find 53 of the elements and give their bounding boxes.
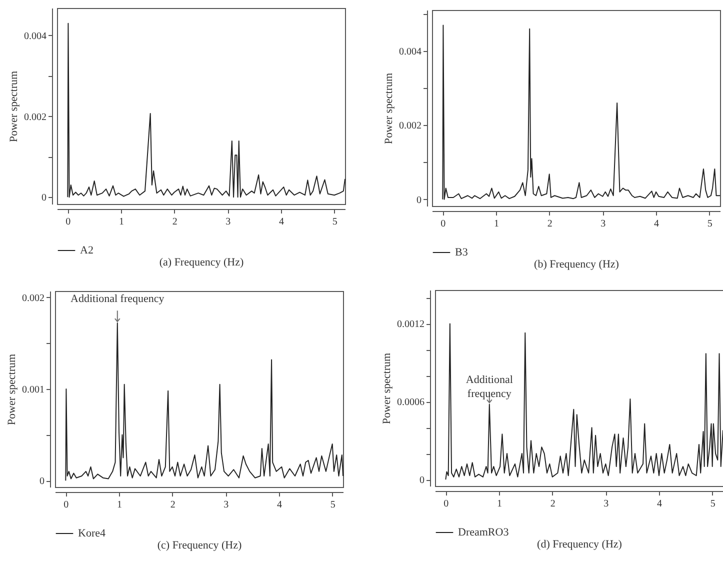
y-tick-label: 0.001 [22, 384, 44, 396]
x-tick-label: 3 [600, 218, 606, 230]
y-axis-title: Power spectrum [8, 70, 20, 142]
x-tick-label: 4 [277, 500, 282, 510]
y-axis-title: Power spectrum [381, 352, 393, 424]
annotation: Additional frequency [70, 293, 165, 306]
y-tick-label: 0 [420, 475, 424, 486]
x-tick-label: 5 [332, 216, 338, 228]
line-series [442, 24, 720, 200]
x-tick-label: 2 [550, 498, 556, 510]
y-axis-title: Power spectrum [6, 353, 18, 426]
legend-label: B3 [455, 246, 468, 258]
x-tick-label: 3 [224, 500, 229, 510]
legend-label: Kore4 [78, 528, 106, 540]
x-tick-label: 0 [444, 498, 449, 510]
x-tick-label: 1 [119, 216, 124, 228]
y-tick-label: 0 [40, 476, 44, 488]
x-tick-label: 2 [172, 216, 178, 228]
x-axis-title: (a) Frequency (Hz) [159, 256, 244, 268]
x-tick-label: 1 [497, 498, 502, 510]
x-axis-title: (d) Frequency (Hz) [537, 538, 622, 550]
line-series [445, 323, 723, 480]
y-axis-title: Power spectrum [383, 72, 395, 144]
y-tick-label: 0.002 [399, 120, 422, 132]
y-tick-label: 0 [416, 194, 422, 206]
x-tick-label: 0 [440, 218, 446, 230]
legend-label: A2 [80, 244, 94, 256]
y-tick-label: 0.004 [24, 30, 46, 42]
x-tick-label: 0 [64, 500, 69, 510]
y-tick-label: 0.004 [399, 46, 422, 58]
x-tick-label: 4 [654, 218, 659, 230]
line-series [65, 322, 344, 482]
x-axis-title: (c) Frequency (Hz) [157, 540, 242, 552]
y-tick-label: 0 [42, 192, 46, 204]
y-tick-label: 0.0012 [397, 319, 424, 330]
x-tick-label: 2 [547, 218, 552, 230]
x-tick-label: 4 [279, 216, 284, 228]
x-tick-label: 5 [330, 500, 336, 510]
y-tick-label: 0.002 [24, 112, 46, 123]
x-tick-label: 3 [226, 216, 231, 228]
x-tick-label: 2 [170, 500, 176, 510]
y-tick-label: 0.0006 [397, 397, 424, 408]
x-tick-label: 1 [117, 500, 122, 510]
x-tick-label: 4 [657, 498, 662, 510]
x-tick-label: 5 [707, 218, 712, 230]
legend-label: DreamRO3 [458, 526, 510, 538]
x-tick-label: 5 [710, 498, 716, 510]
x-tick-label: 1 [494, 218, 499, 230]
line-series [67, 22, 346, 198]
x-tick-label: 3 [604, 498, 609, 510]
x-axis-title: (b) Frequency (Hz) [534, 258, 620, 270]
x-tick-label: 0 [66, 216, 71, 228]
y-tick-label: 0.002 [22, 292, 44, 304]
